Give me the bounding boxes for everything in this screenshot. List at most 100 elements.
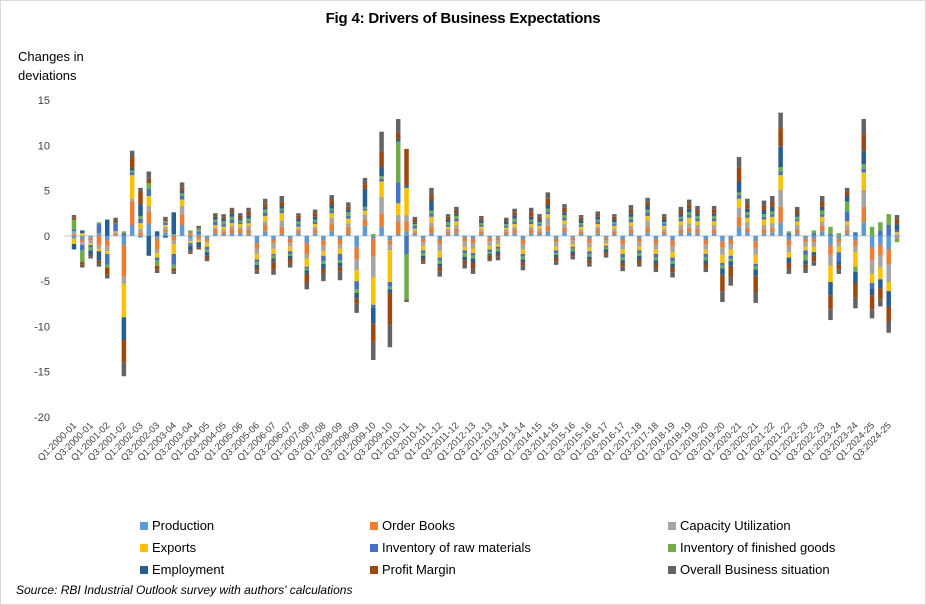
bar-segment: [728, 244, 733, 250]
bar-segment: [495, 253, 501, 257]
bar-segment: [238, 218, 243, 221]
bar-segment: [71, 234, 77, 236]
bar-segment: [171, 234, 177, 236]
bar-segment: [329, 200, 334, 206]
bar-segment: [96, 235, 102, 245]
bar-segment: [703, 263, 709, 268]
bar-segment: [470, 268, 476, 274]
bar-segment: [828, 309, 833, 321]
bar-segment: [595, 229, 600, 234]
bar-segment: [495, 251, 501, 254]
bar-segment: [612, 228, 617, 232]
bar-segment: [271, 269, 276, 275]
bar-segment: [844, 233, 850, 236]
bar-segment: [603, 249, 609, 253]
bar-segment: [296, 213, 301, 216]
bar-segment: [71, 244, 77, 250]
bar-segment: [437, 235, 443, 240]
bar-segment: [686, 223, 692, 228]
bar-segment: [736, 195, 742, 199]
bar-segment: [71, 238, 77, 245]
bar-segment: [878, 230, 883, 236]
bar-segment: [803, 238, 808, 243]
bar-segment: [213, 213, 218, 216]
bar-segment: [246, 215, 251, 219]
y-tick-label: 10: [38, 140, 50, 152]
bar-segment: [196, 228, 201, 232]
bar-segment: [678, 206, 684, 211]
bar-segment: [686, 208, 692, 213]
bar-segment: [512, 218, 517, 222]
bar-segment: [196, 240, 201, 243]
bar-segment: [138, 232, 143, 236]
bar-segment: [794, 206, 800, 211]
bar-segment: [346, 215, 351, 219]
bar-segment: [537, 216, 542, 220]
bar-segment: [778, 206, 783, 223]
bar-segment: [346, 218, 351, 224]
bar-segment: [371, 256, 376, 278]
bar-segment: [387, 286, 393, 290]
bar-segment: [695, 215, 700, 219]
bar-segment: [287, 238, 293, 244]
bar-segment: [395, 221, 401, 235]
bar-segment: [271, 258, 276, 262]
bar-segment: [379, 181, 384, 197]
bar-segment: [869, 282, 875, 289]
legend-label: Inventory of raw materials: [382, 540, 531, 555]
bar-segment: [811, 238, 817, 243]
bar-segment: [96, 263, 102, 267]
bar-segment: [479, 223, 484, 225]
bar-segment: [570, 235, 576, 238]
bar-segment: [869, 295, 875, 310]
bar-segment: [653, 267, 659, 273]
bar-segment: [686, 212, 692, 216]
bar-segment: [346, 226, 351, 235]
bar-segment: [304, 266, 310, 269]
source-note: Source: RBI Industrial Outlook survey wi…: [16, 583, 353, 597]
bar-segment: [512, 215, 517, 219]
bar-segment: [745, 204, 750, 209]
bar-segment: [745, 217, 750, 223]
bar-segment: [454, 206, 459, 211]
bar-segment: [670, 252, 675, 258]
bar-segment: [80, 233, 85, 236]
bar-segment: [803, 268, 808, 273]
bar-segment: [254, 267, 260, 271]
bar-segment: [678, 218, 684, 222]
bar-segment: [803, 254, 808, 261]
bar-segment: [653, 260, 659, 264]
bar-segment: [894, 224, 900, 230]
bar-segment: [271, 235, 276, 240]
bar-segment: [454, 210, 459, 214]
bar-segment: [337, 260, 343, 264]
bar-segment: [720, 268, 725, 275]
bar-segment: [861, 119, 866, 135]
bar-segment: [878, 255, 883, 268]
bar-segment: [138, 228, 143, 233]
bar-segment: [620, 263, 625, 267]
legend-swatch: [140, 543, 148, 552]
bar-segment: [279, 202, 285, 206]
bar-segment: [163, 222, 168, 225]
bar-segment: [495, 248, 501, 252]
bar-segment: [154, 260, 160, 266]
bar-segment: [196, 247, 201, 250]
bar-segment: [545, 231, 551, 236]
bar-segment: [337, 271, 343, 281]
bar-segment: [171, 212, 177, 235]
bar-segment: [861, 164, 866, 169]
bar-segment: [371, 234, 376, 236]
bar-segment: [861, 134, 866, 151]
bar-segment: [703, 239, 709, 245]
bar-segment: [528, 216, 534, 220]
bar-segment: [512, 224, 517, 227]
bar-segment: [844, 201, 850, 212]
bar-segment: [121, 283, 127, 318]
bar-segment: [803, 246, 808, 251]
bar-segment: [595, 211, 600, 215]
bar-segment: [778, 146, 783, 168]
bar-segment: [537, 214, 542, 217]
bar-segment: [121, 276, 127, 284]
bar-segment: [553, 253, 559, 255]
